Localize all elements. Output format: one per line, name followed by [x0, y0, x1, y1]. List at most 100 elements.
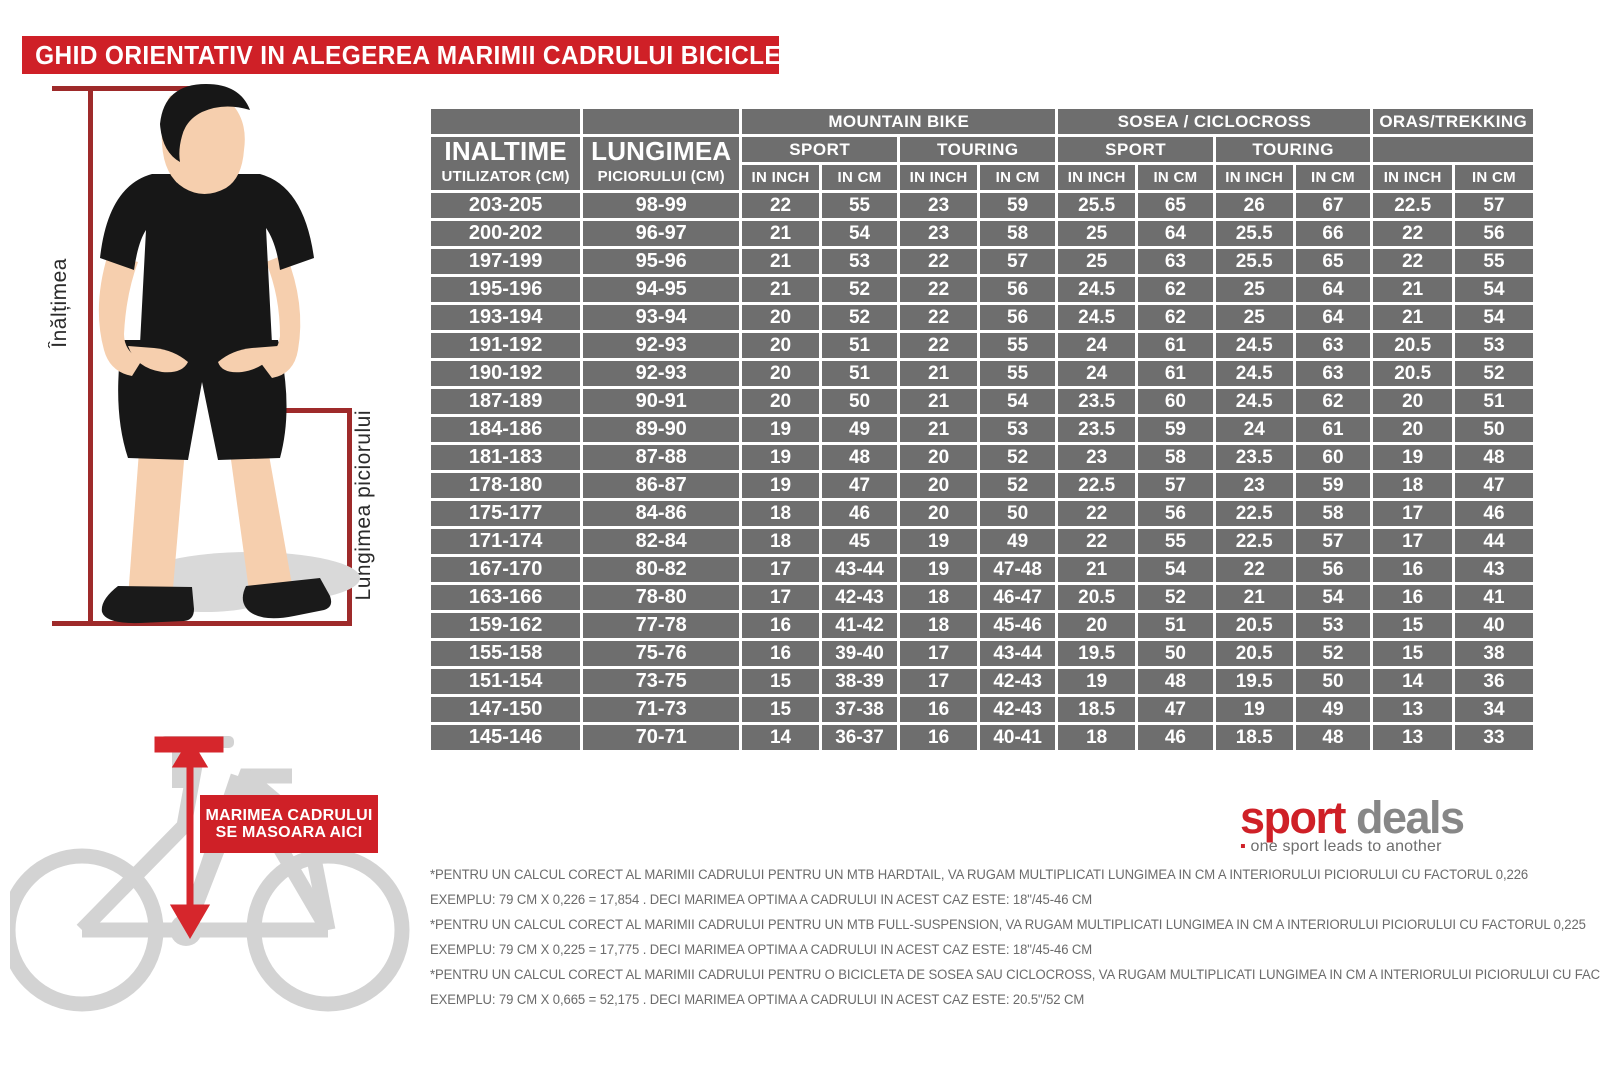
cell-leg-range: 93-94: [583, 305, 740, 330]
cell-size-3: 56: [979, 277, 1056, 302]
table-row: 147-150 71-73 15 37-38 16 42-43 18.5 47 19 49 13 34: [431, 697, 1533, 722]
cell-size-4: 23.5: [1058, 417, 1135, 442]
cell-height-range: 159-162: [431, 613, 581, 638]
table-row: 181-183 87-88 19 48 20 52 23 58 23.5 60 19 48: [431, 445, 1533, 470]
cell-size-1: 45: [821, 529, 898, 554]
cell-size-2: 18: [900, 585, 977, 610]
cell-size-2: 20: [900, 473, 977, 498]
cell-size-4: 24: [1058, 333, 1135, 358]
cell-size-8: 20: [1373, 389, 1452, 414]
cell-height-range: 151-154: [431, 669, 581, 694]
cell-leg-range: 84-86: [583, 501, 740, 526]
cell-height-range: 163-166: [431, 585, 581, 610]
cell-size-9: 46: [1454, 501, 1533, 526]
cell-size-3: 45-46: [979, 613, 1056, 638]
cell-size-0: 18: [742, 529, 819, 554]
cell-size-7: 58: [1295, 501, 1371, 526]
cell-size-1: 38-39: [821, 669, 898, 694]
cell-size-2: 17: [900, 641, 977, 666]
column-header-height-line2: UTILIZATOR (CM): [441, 167, 570, 185]
cell-size-0: 14: [742, 725, 819, 750]
cell-size-5: 51: [1137, 613, 1213, 638]
spacer-cell-leg: [583, 109, 740, 134]
cell-size-2: 21: [900, 361, 977, 386]
cell-size-9: 50: [1454, 417, 1533, 442]
cell-size-5: 61: [1137, 333, 1213, 358]
table-unit-header-row: IN INCH IN CM IN INCH IN CM IN INCH IN C…: [431, 165, 1533, 190]
footnote-5: EXEMPLU: 79 CM X 0,665 = 52,175 . DECI M…: [430, 992, 1085, 1007]
cell-size-7: 50: [1295, 669, 1371, 694]
unit-header-7: IN CM: [1295, 165, 1371, 190]
bike-note-line-1: MARIMEA CADRULUI: [205, 806, 373, 824]
cell-size-0: 20: [742, 361, 819, 386]
bike-measure-note: MARIMEA CADRULUI SE MASOARA AICI: [200, 795, 378, 853]
table-subgroup-header-row: INALTIME UTILIZATOR (CM) LUNGIMEA PICIOR…: [431, 137, 1533, 190]
cell-size-9: 56: [1454, 221, 1533, 246]
cell-size-5: 48: [1137, 669, 1213, 694]
cell-size-0: 19: [742, 417, 819, 442]
cell-size-7: 62: [1295, 389, 1371, 414]
cell-size-8: 17: [1373, 501, 1452, 526]
cell-size-1: 37-38: [821, 697, 898, 722]
cell-size-9: 40: [1454, 613, 1533, 638]
subgroup-road-sport: SPORT: [1058, 137, 1213, 162]
cell-leg-range: 82-84: [583, 529, 740, 554]
unit-header-0: IN INCH: [742, 165, 819, 190]
subgroup-road-touring: TOURING: [1215, 137, 1371, 162]
cell-size-7: 63: [1295, 333, 1371, 358]
cell-size-7: 49: [1295, 697, 1371, 722]
cell-leg-range: 80-82: [583, 557, 740, 582]
cell-size-6: 22.5: [1215, 529, 1293, 554]
cell-size-2: 22: [900, 305, 977, 330]
cell-size-8: 22: [1373, 249, 1452, 274]
cell-size-6: 20.5: [1215, 641, 1293, 666]
cell-size-5: 46: [1137, 725, 1213, 750]
footnotes: *PENTRU UN CALCUL CORECT AL MARIMII CADR…: [430, 862, 1600, 1012]
column-header-leg-line2: PICIORULUI (CM): [597, 167, 725, 185]
footnote-3: EXEMPLU: 79 CM X 0,225 = 17,775 . DECI M…: [430, 942, 1093, 957]
cell-size-1: 54: [821, 221, 898, 246]
cell-size-9: 43: [1454, 557, 1533, 582]
cell-height-range: 178-180: [431, 473, 581, 498]
cell-size-8: 16: [1373, 557, 1452, 582]
unit-header-5: IN CM: [1137, 165, 1213, 190]
column-header-leg: LUNGIMEA PICIORULUI (CM): [583, 137, 740, 190]
cell-size-9: 36: [1454, 669, 1533, 694]
cell-size-9: 47: [1454, 473, 1533, 498]
table-group-header-row: MOUNTAIN BIKE SOSEA / CICLOCROSS ORAS/TR…: [431, 109, 1533, 134]
cell-size-2: 19: [900, 529, 977, 554]
cell-size-9: 57: [1454, 193, 1533, 218]
cell-size-3: 42-43: [979, 697, 1056, 722]
unit-header-6: IN INCH: [1215, 165, 1293, 190]
cell-size-0: 18: [742, 501, 819, 526]
group-header-oras-trekking: ORAS/TREKKING: [1373, 109, 1533, 134]
cell-size-0: 21: [742, 221, 819, 246]
cell-size-9: 54: [1454, 277, 1533, 302]
cell-height-range: 193-194: [431, 305, 581, 330]
cell-size-1: 46: [821, 501, 898, 526]
cell-leg-range: 98-99: [583, 193, 740, 218]
size-chart-body: 203-205 98-99 22 55 23 59 25.5 65 26 67 22.5 57 200-…: [431, 193, 1533, 750]
cell-size-3: 54: [979, 389, 1056, 414]
cell-leg-range: 87-88: [583, 445, 740, 470]
cell-size-6: 25: [1215, 277, 1293, 302]
table-row: 145-146 70-71 14 36-37 16 40-41 18 46 18.5 48 13 33: [431, 725, 1533, 750]
leg-measure-line: [347, 408, 352, 626]
cell-size-6: 25.5: [1215, 221, 1293, 246]
leg-top-tick: [228, 408, 352, 413]
cell-size-9: 34: [1454, 697, 1533, 722]
cell-size-0: 21: [742, 277, 819, 302]
cell-size-3: 59: [979, 193, 1056, 218]
table-row: 167-170 80-82 17 43-44 19 47-48 21 54 22 56 16 43: [431, 557, 1533, 582]
unit-header-2: IN INCH: [900, 165, 977, 190]
cell-size-0: 19: [742, 445, 819, 470]
column-header-height: INALTIME UTILIZATOR (CM): [431, 137, 581, 190]
table-row: 203-205 98-99 22 55 23 59 25.5 65 26 67 22.5 57: [431, 193, 1533, 218]
cell-leg-range: 71-73: [583, 697, 740, 722]
cell-size-0: 16: [742, 641, 819, 666]
cell-size-2: 19: [900, 557, 977, 582]
leg-bottom-tick: [252, 621, 352, 626]
cell-size-4: 22: [1058, 501, 1135, 526]
cell-size-1: 55: [821, 193, 898, 218]
cell-size-3: 57: [979, 249, 1056, 274]
